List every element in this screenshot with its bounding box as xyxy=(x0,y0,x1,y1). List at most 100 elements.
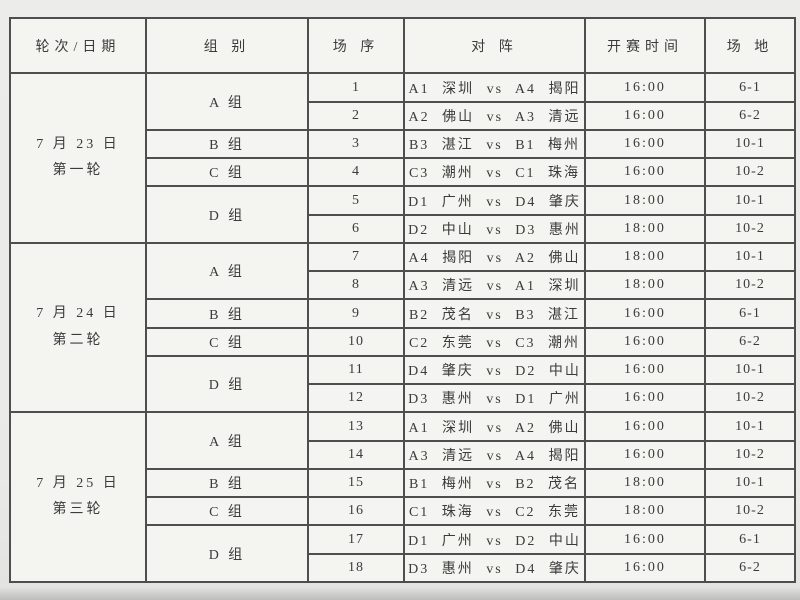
time-cell: 18:00 xyxy=(584,241,706,273)
venue-cell: 6-2 xyxy=(704,552,796,584)
matchup-cell: A1 深圳 vs A4 揭阳 xyxy=(403,72,586,103)
round-1-group-a-cell: A 组 xyxy=(145,72,309,131)
venue-cell: 10-1 xyxy=(704,241,796,273)
seq-cell: 2 xyxy=(307,100,405,131)
time-cell: 16:00 xyxy=(584,128,706,160)
seq-cell: 12 xyxy=(307,383,405,414)
table-row: B 组 15 B1 梅州 vs B2 茂名 18:00 10-1 xyxy=(10,467,796,499)
round-3-date-cell: 7 月 25 日 第三轮 xyxy=(9,411,147,583)
round-2-group-a-cell: A 组 xyxy=(145,241,309,301)
time-cell: 16:00 xyxy=(584,326,706,357)
col-header-venue: 场 地 xyxy=(704,16,796,75)
seq-cell: 13 xyxy=(307,411,405,442)
table-row: 12 D3 惠州 vs D1 广州 16:00 10-2 xyxy=(10,383,796,414)
table-row: 14 A3 清远 vs A4 揭阳 16:00 10-2 xyxy=(10,439,796,470)
matchup-cell: B3 湛江 vs B1 梅州 xyxy=(403,128,586,160)
matchup-cell: A3 清远 vs A1 深圳 xyxy=(403,270,586,301)
round-1-date: 7 月 23 日 xyxy=(36,136,120,152)
round-3-label: 第三轮 xyxy=(52,502,104,518)
seq-cell: 1 xyxy=(307,72,405,103)
round-2-date: 7 月 24 日 xyxy=(36,306,120,322)
round-1-label: 第一轮 xyxy=(52,163,104,179)
table-row: 2 A2 佛山 vs A3 清远 16:00 6-2 xyxy=(10,100,796,131)
time-cell: 16:00 xyxy=(584,411,706,442)
matchup-cell: C1 珠海 vs C2 东莞 xyxy=(403,496,586,527)
matchup-cell: A4 揭阳 vs A2 佛山 xyxy=(403,241,586,273)
matchup-cell: D3 惠州 vs D1 广州 xyxy=(403,383,586,414)
venue-cell: 6-2 xyxy=(704,100,796,131)
time-cell: 16:00 xyxy=(584,383,706,414)
col-header-group: 组 别 xyxy=(145,16,309,75)
venue-cell: 10-1 xyxy=(704,185,796,216)
venue-cell: 6-1 xyxy=(704,72,796,103)
matchup-cell: C2 东莞 vs C3 潮州 xyxy=(403,326,586,357)
matchup-cell: A2 佛山 vs A3 清远 xyxy=(403,100,586,131)
round-1-group-b-cell: B 组 xyxy=(145,128,309,160)
venue-cell: 10-2 xyxy=(704,157,796,188)
seq-cell: 4 xyxy=(307,157,405,188)
round-2-group-c-cell: C 组 xyxy=(145,326,309,357)
round-1-group-d-cell: D 组 xyxy=(145,185,309,244)
matchup-cell: B1 梅州 vs B2 茂名 xyxy=(403,467,586,499)
time-cell: 18:00 xyxy=(584,270,706,301)
table-row: C 组 16 C1 珠海 vs C2 东莞 18:00 10-2 xyxy=(10,496,796,527)
table-row: C 组 4 C3 潮州 vs C1 珠海 16:00 10-2 xyxy=(10,157,796,188)
table-row: B 组 9 B2 茂名 vs B3 湛江 16:00 6-1 xyxy=(10,298,796,329)
time-cell: 16:00 xyxy=(584,100,706,131)
round-3-date: 7 月 25 日 xyxy=(36,475,120,491)
matchup-cell: D1 广州 vs D2 中山 xyxy=(403,524,586,555)
round-3-group-d-cell: D 组 xyxy=(145,524,309,583)
time-cell: 16:00 xyxy=(584,524,706,555)
matchup-cell: B2 茂名 vs B3 湛江 xyxy=(403,298,586,329)
venue-cell: 6-1 xyxy=(704,524,796,555)
matchup-cell: C3 潮州 vs C1 珠海 xyxy=(403,157,586,188)
table-row: 7 月 23 日 第一轮 A 组 1 A1 深圳 vs A4 揭阳 16:00 … xyxy=(9,72,796,244)
col-header-seq: 场 序 xyxy=(307,16,405,75)
round-2-group-d-cell: D 组 xyxy=(145,354,309,414)
col-header-round-date: 轮次/日期 xyxy=(9,16,147,75)
seq-cell: 9 xyxy=(307,298,405,329)
round-3-group-a-cell: A 组 xyxy=(145,411,309,470)
seq-cell: 3 xyxy=(307,128,405,160)
seq-cell: 7 xyxy=(307,241,405,273)
seq-cell: 17 xyxy=(307,524,405,555)
seq-cell: 14 xyxy=(307,439,405,470)
time-cell: 16:00 xyxy=(584,552,706,584)
round-3-group-b-cell: B 组 xyxy=(145,467,309,499)
venue-cell: 10-1 xyxy=(704,128,796,160)
time-cell: 16:00 xyxy=(584,439,706,470)
time-cell: 16:00 xyxy=(584,157,706,188)
col-header-time: 开赛时间 xyxy=(584,16,706,75)
seq-cell: 15 xyxy=(307,467,405,499)
table-row: 6 D2 中山 vs D3 惠州 18:00 10-2 xyxy=(10,213,796,244)
round-1-date-cell: 7 月 23 日 第一轮 xyxy=(9,72,147,244)
matchup-cell: D1 广州 vs D4 肇庆 xyxy=(403,185,586,216)
table-row: 7 月 24 日 第二轮 A 组 7 A4 揭阳 vs A2 佛山 18:00 … xyxy=(9,241,796,414)
matchup-cell: D3 惠州 vs D4 肇庆 xyxy=(403,552,586,584)
venue-cell: 10-2 xyxy=(704,383,796,414)
table-row: 8 A3 清远 vs A1 深圳 18:00 10-2 xyxy=(10,270,796,301)
venue-cell: 10-2 xyxy=(704,496,796,527)
round-1-group-c-cell: C 组 xyxy=(145,157,309,188)
col-header-matchup: 对 阵 xyxy=(403,16,586,75)
seq-cell: 16 xyxy=(307,496,405,527)
time-cell: 18:00 xyxy=(584,213,706,244)
round-2-date-cell: 7 月 24 日 第二轮 xyxy=(9,241,147,414)
seq-cell: 6 xyxy=(307,213,405,244)
time-cell: 16:00 xyxy=(584,298,706,329)
venue-cell: 6-1 xyxy=(704,298,796,329)
seq-cell: 18 xyxy=(307,552,405,584)
matchup-cell: A1 深圳 vs A2 佛山 xyxy=(403,411,586,442)
venue-cell: 10-2 xyxy=(704,213,796,244)
venue-cell: 10-1 xyxy=(704,411,796,442)
table-row: B 组 3 B3 湛江 vs B1 梅州 16:00 10-1 xyxy=(10,128,796,160)
time-cell: 18:00 xyxy=(584,467,706,499)
matchup-cell: A3 清远 vs A4 揭阳 xyxy=(403,439,586,470)
seq-cell: 10 xyxy=(307,326,405,357)
table-row: D 组 11 D4 肇庆 vs D2 中山 16:00 10-1 xyxy=(10,354,796,414)
table-row: 7 月 25 日 第三轮 A 组 13 A1 深圳 vs A2 佛山 16:00… xyxy=(9,411,796,583)
seq-cell: 5 xyxy=(307,185,405,216)
seq-cell: 8 xyxy=(307,270,405,301)
venue-cell: 10-1 xyxy=(704,467,796,499)
match-schedule-table: 轮次/日期 组 别 场 序 对 阵 开赛时间 场 地 7 月 23 日 第一轮 … xyxy=(9,16,796,584)
